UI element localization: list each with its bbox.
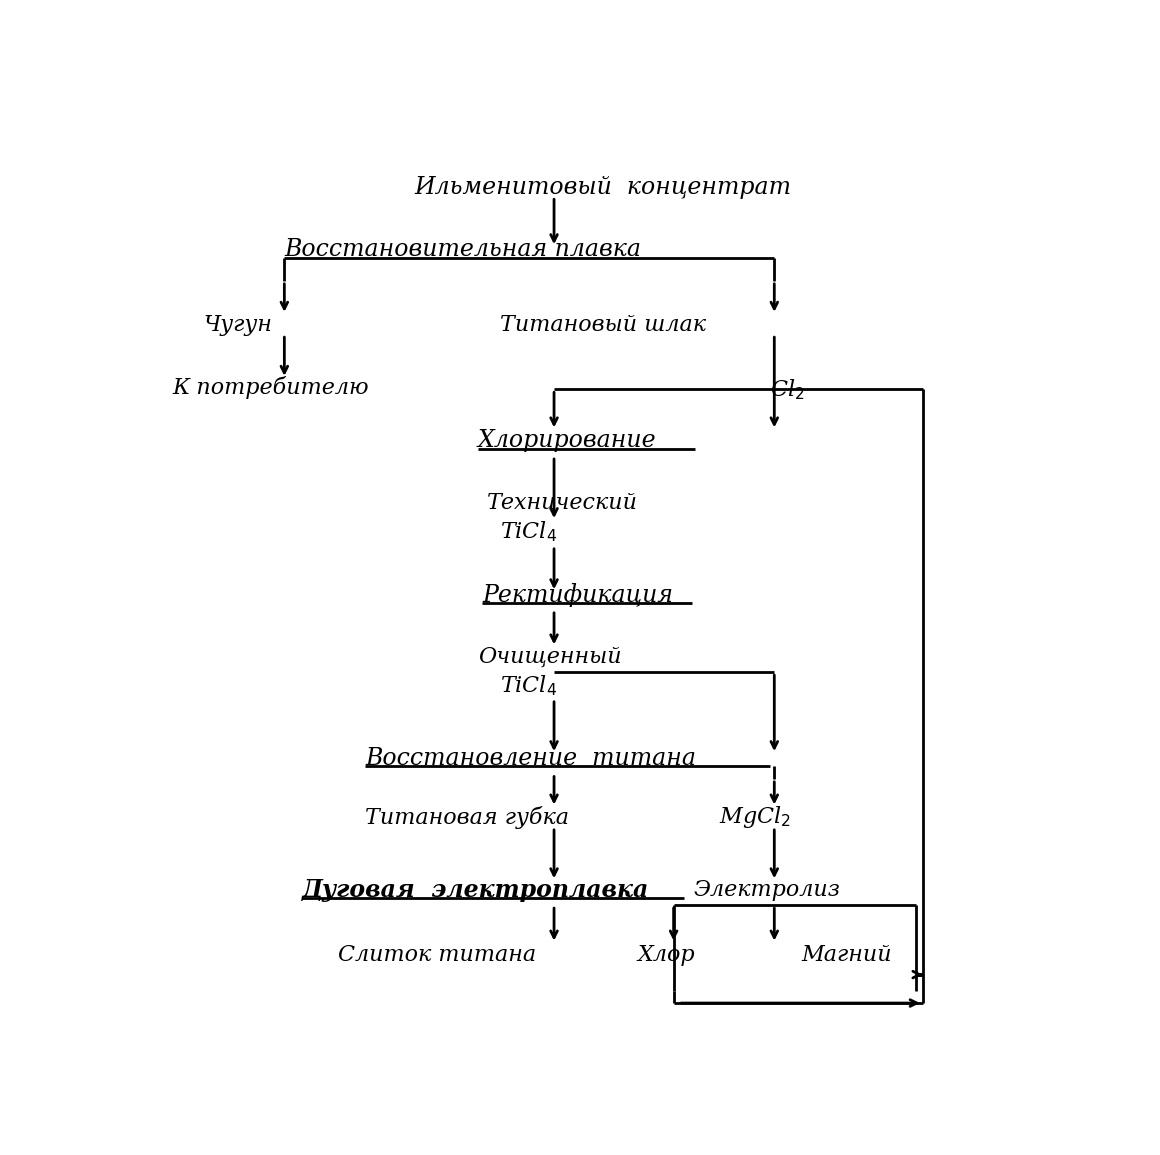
Text: Магний: Магний (802, 944, 892, 966)
Text: Восстановление  титана: Восстановление титана (365, 747, 696, 770)
Text: Очищенный: Очищенный (478, 646, 622, 668)
Text: Дуговая  электроплавка: Дуговая электроплавка (303, 878, 650, 902)
Text: Слиток титана: Слиток титана (339, 944, 536, 966)
Text: Титановый шлак: Титановый шлак (500, 314, 706, 336)
Text: Cl$_2$: Cl$_2$ (770, 377, 804, 402)
Text: К потребителю: К потребителю (172, 377, 369, 400)
Text: TiCl$_4$: TiCl$_4$ (500, 520, 557, 544)
Text: Технический: Технический (487, 492, 638, 514)
Text: Восстановительная плавка: Восстановительная плавка (284, 238, 641, 261)
Text: TiCl$_4$: TiCl$_4$ (500, 673, 557, 698)
Text: Хлор: Хлор (638, 944, 695, 966)
Text: Ректификация: Ректификация (483, 583, 673, 606)
Text: MgCl$_2$: MgCl$_2$ (718, 804, 790, 830)
Text: Ильменитовый  концентрат: Ильменитовый концентрат (415, 176, 791, 199)
Text: Хлорирование: Хлорирование (478, 430, 657, 453)
Text: Титановая губка: Титановая губка (365, 806, 570, 828)
Text: Чугун: Чугун (203, 314, 273, 336)
Text: Электролиз: Электролиз (694, 879, 840, 901)
